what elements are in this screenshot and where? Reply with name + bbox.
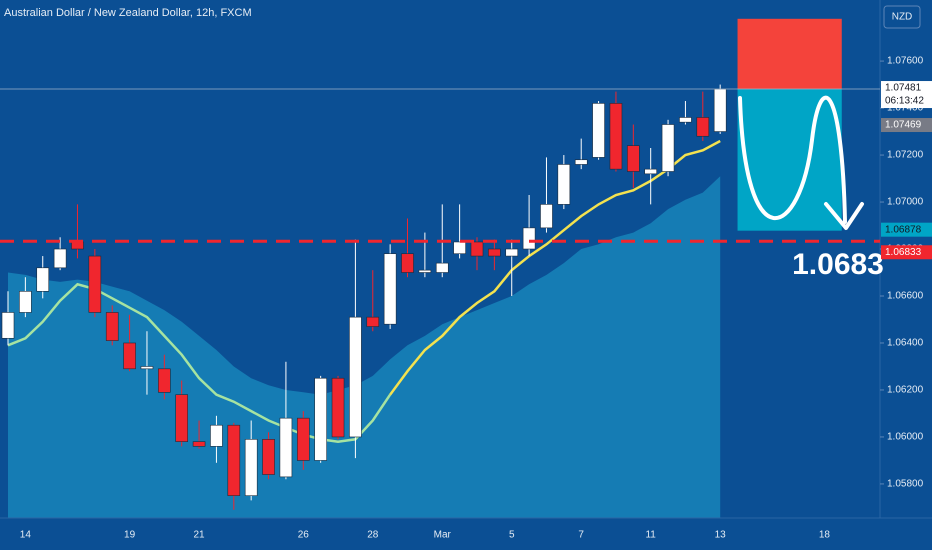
y-tick-label: 1.06400 [887,338,924,349]
candle-body [592,103,605,158]
candle-body [696,117,710,137]
x-tick-label: 26 [298,530,310,541]
candle-body [574,159,588,165]
stop-zone [737,18,842,90]
candle-body [314,377,327,461]
y-tick-label: 1.07200 [887,150,924,161]
x-tick-label: 28 [367,530,379,541]
candle-body [470,241,484,257]
candle-body [435,262,449,273]
x-tick-label: 18 [819,530,831,541]
candle-body [505,248,519,257]
candle-body [192,441,206,447]
candle-body [557,164,571,205]
candle-body [227,424,241,496]
candle-body [140,366,154,370]
candle-body [349,316,362,438]
y-tick-label: 1.06200 [887,385,924,396]
candle-body [210,424,223,447]
x-tick-label: 5 [509,530,515,541]
y-tick-label: 1.06600 [887,291,924,302]
support-price-label: 1.06833 [885,247,922,258]
candle-body [296,417,310,461]
y-tick-label: 1.06000 [887,432,924,443]
candle-body [53,248,67,269]
x-tick-label: 11 [645,530,656,541]
support-price-label-box [881,245,932,260]
candle-body [366,316,380,327]
arrow-drawing [738,95,847,224]
candle-body [418,269,432,273]
candle-body [105,312,119,341]
price-annotation: 1.0683 [792,248,884,281]
x-tick-label: Mar [434,530,452,541]
candle-body [488,248,501,257]
x-tick-label: 19 [124,530,136,541]
candle-body [19,291,32,313]
y-tick-label: 1.07400 [887,103,924,114]
target-price-label-box [881,222,932,237]
currency-box[interactable] [883,5,921,29]
candle-body [522,227,536,250]
candle-body [36,267,50,292]
x-tick-label: 14 [20,530,32,541]
target-price-label: 1.06878 [885,224,922,235]
candle-body [679,117,692,123]
y-tick-label: 1.07000 [887,197,924,208]
last-price-box [881,81,932,109]
y-tick-label: 1.07600 [887,56,924,67]
arrow-head [824,202,864,230]
currency-label[interactable]: NZD [892,12,913,23]
candle-body [609,103,623,170]
candle-body [331,377,345,438]
candle-body [713,88,727,132]
candle-body [627,145,640,172]
ma-price-label: 1.07469 [885,120,922,131]
candle-body [88,255,102,313]
ma-price-label-box [881,118,932,133]
candle-body [71,241,84,250]
candle-body [279,417,293,478]
y-tick-label: 1.05800 [887,479,924,490]
candle-body [401,253,414,273]
candle-body [540,204,553,229]
plot-area [1,18,842,518]
candle-body [661,124,675,172]
candle-body [383,253,397,325]
candle-body [158,368,171,393]
candle-body [453,241,466,255]
x-tick-label: 7 [578,530,584,541]
candle-body [262,439,275,475]
candle-body [175,394,188,442]
countdown-label: 06:13:42 [885,96,924,107]
candle-body [244,439,258,496]
x-tick-label: 21 [194,530,206,541]
chart-title: Australian Dollar / New Zealand Dollar, … [4,7,252,19]
last-price-label: 1.07481 [885,83,922,94]
candle-body [123,342,136,370]
candle-body [644,168,657,175]
candle-body [1,312,15,339]
x-tick-label: 13 [715,530,727,541]
